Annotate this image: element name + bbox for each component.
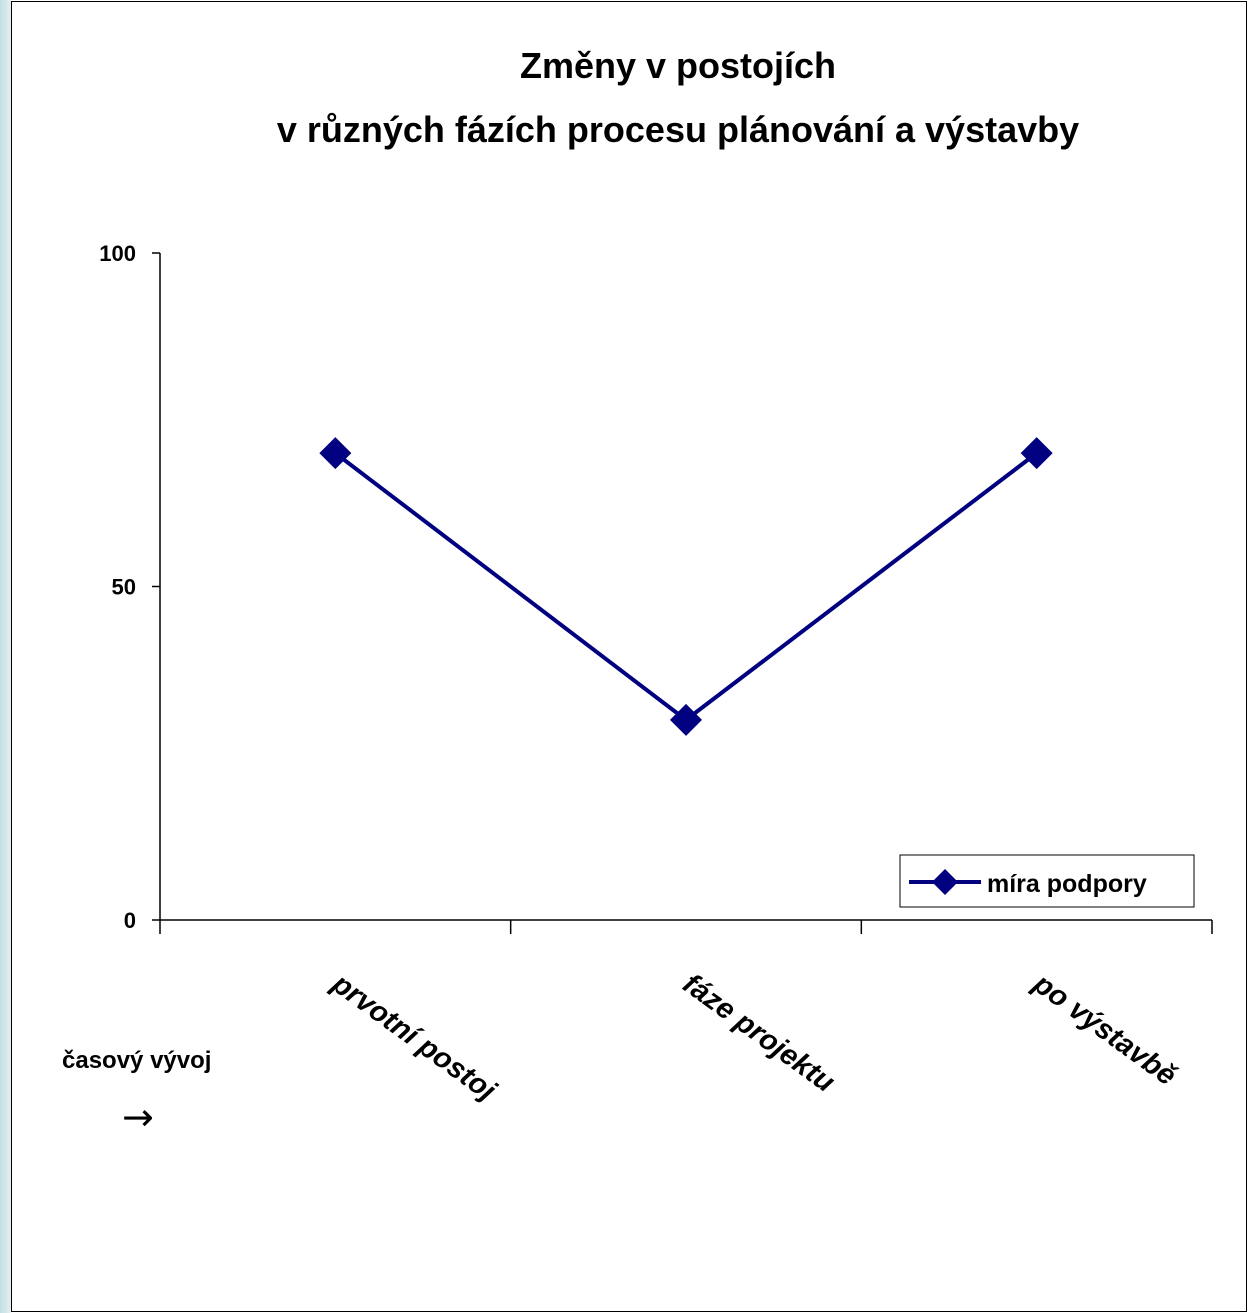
y-tick-label: 100 (99, 241, 136, 266)
y-tick-label: 50 (112, 575, 136, 600)
slide-edge-strip (0, 0, 11, 1313)
y-tick-label: 0 (124, 908, 136, 933)
category-labels: prvotní postoj fáze projektu po výstavbě (325, 967, 1182, 1108)
time-axis-note: časový vývoj (62, 1047, 211, 1074)
series-layer (319, 437, 1053, 736)
data-point-marker (319, 437, 352, 470)
series-line (334, 451, 1038, 722)
category-label: prvotní postoj (325, 967, 502, 1108)
chart-title-line-1: Změny v postojích (520, 45, 836, 86)
legend-diamond-marker (932, 869, 958, 895)
category-label: po výstavbě (1027, 967, 1182, 1092)
y-axis-ticks: 0 50 100 (99, 241, 160, 933)
category-label: fáze projektu (677, 968, 841, 1099)
chart-frame (11, 1, 1247, 1312)
data-point-marker (670, 703, 702, 736)
x-axis-ticks (159, 920, 1213, 934)
legend-label: míra podpory (987, 870, 1147, 898)
time-arrow-icon: → (122, 1095, 154, 1139)
legend: míra podpory (899, 854, 1195, 908)
chart-title-line-2: v různých fázích procesu plánování a výs… (277, 109, 1079, 150)
legend-box (899, 854, 1195, 908)
data-point-marker (1020, 437, 1053, 470)
